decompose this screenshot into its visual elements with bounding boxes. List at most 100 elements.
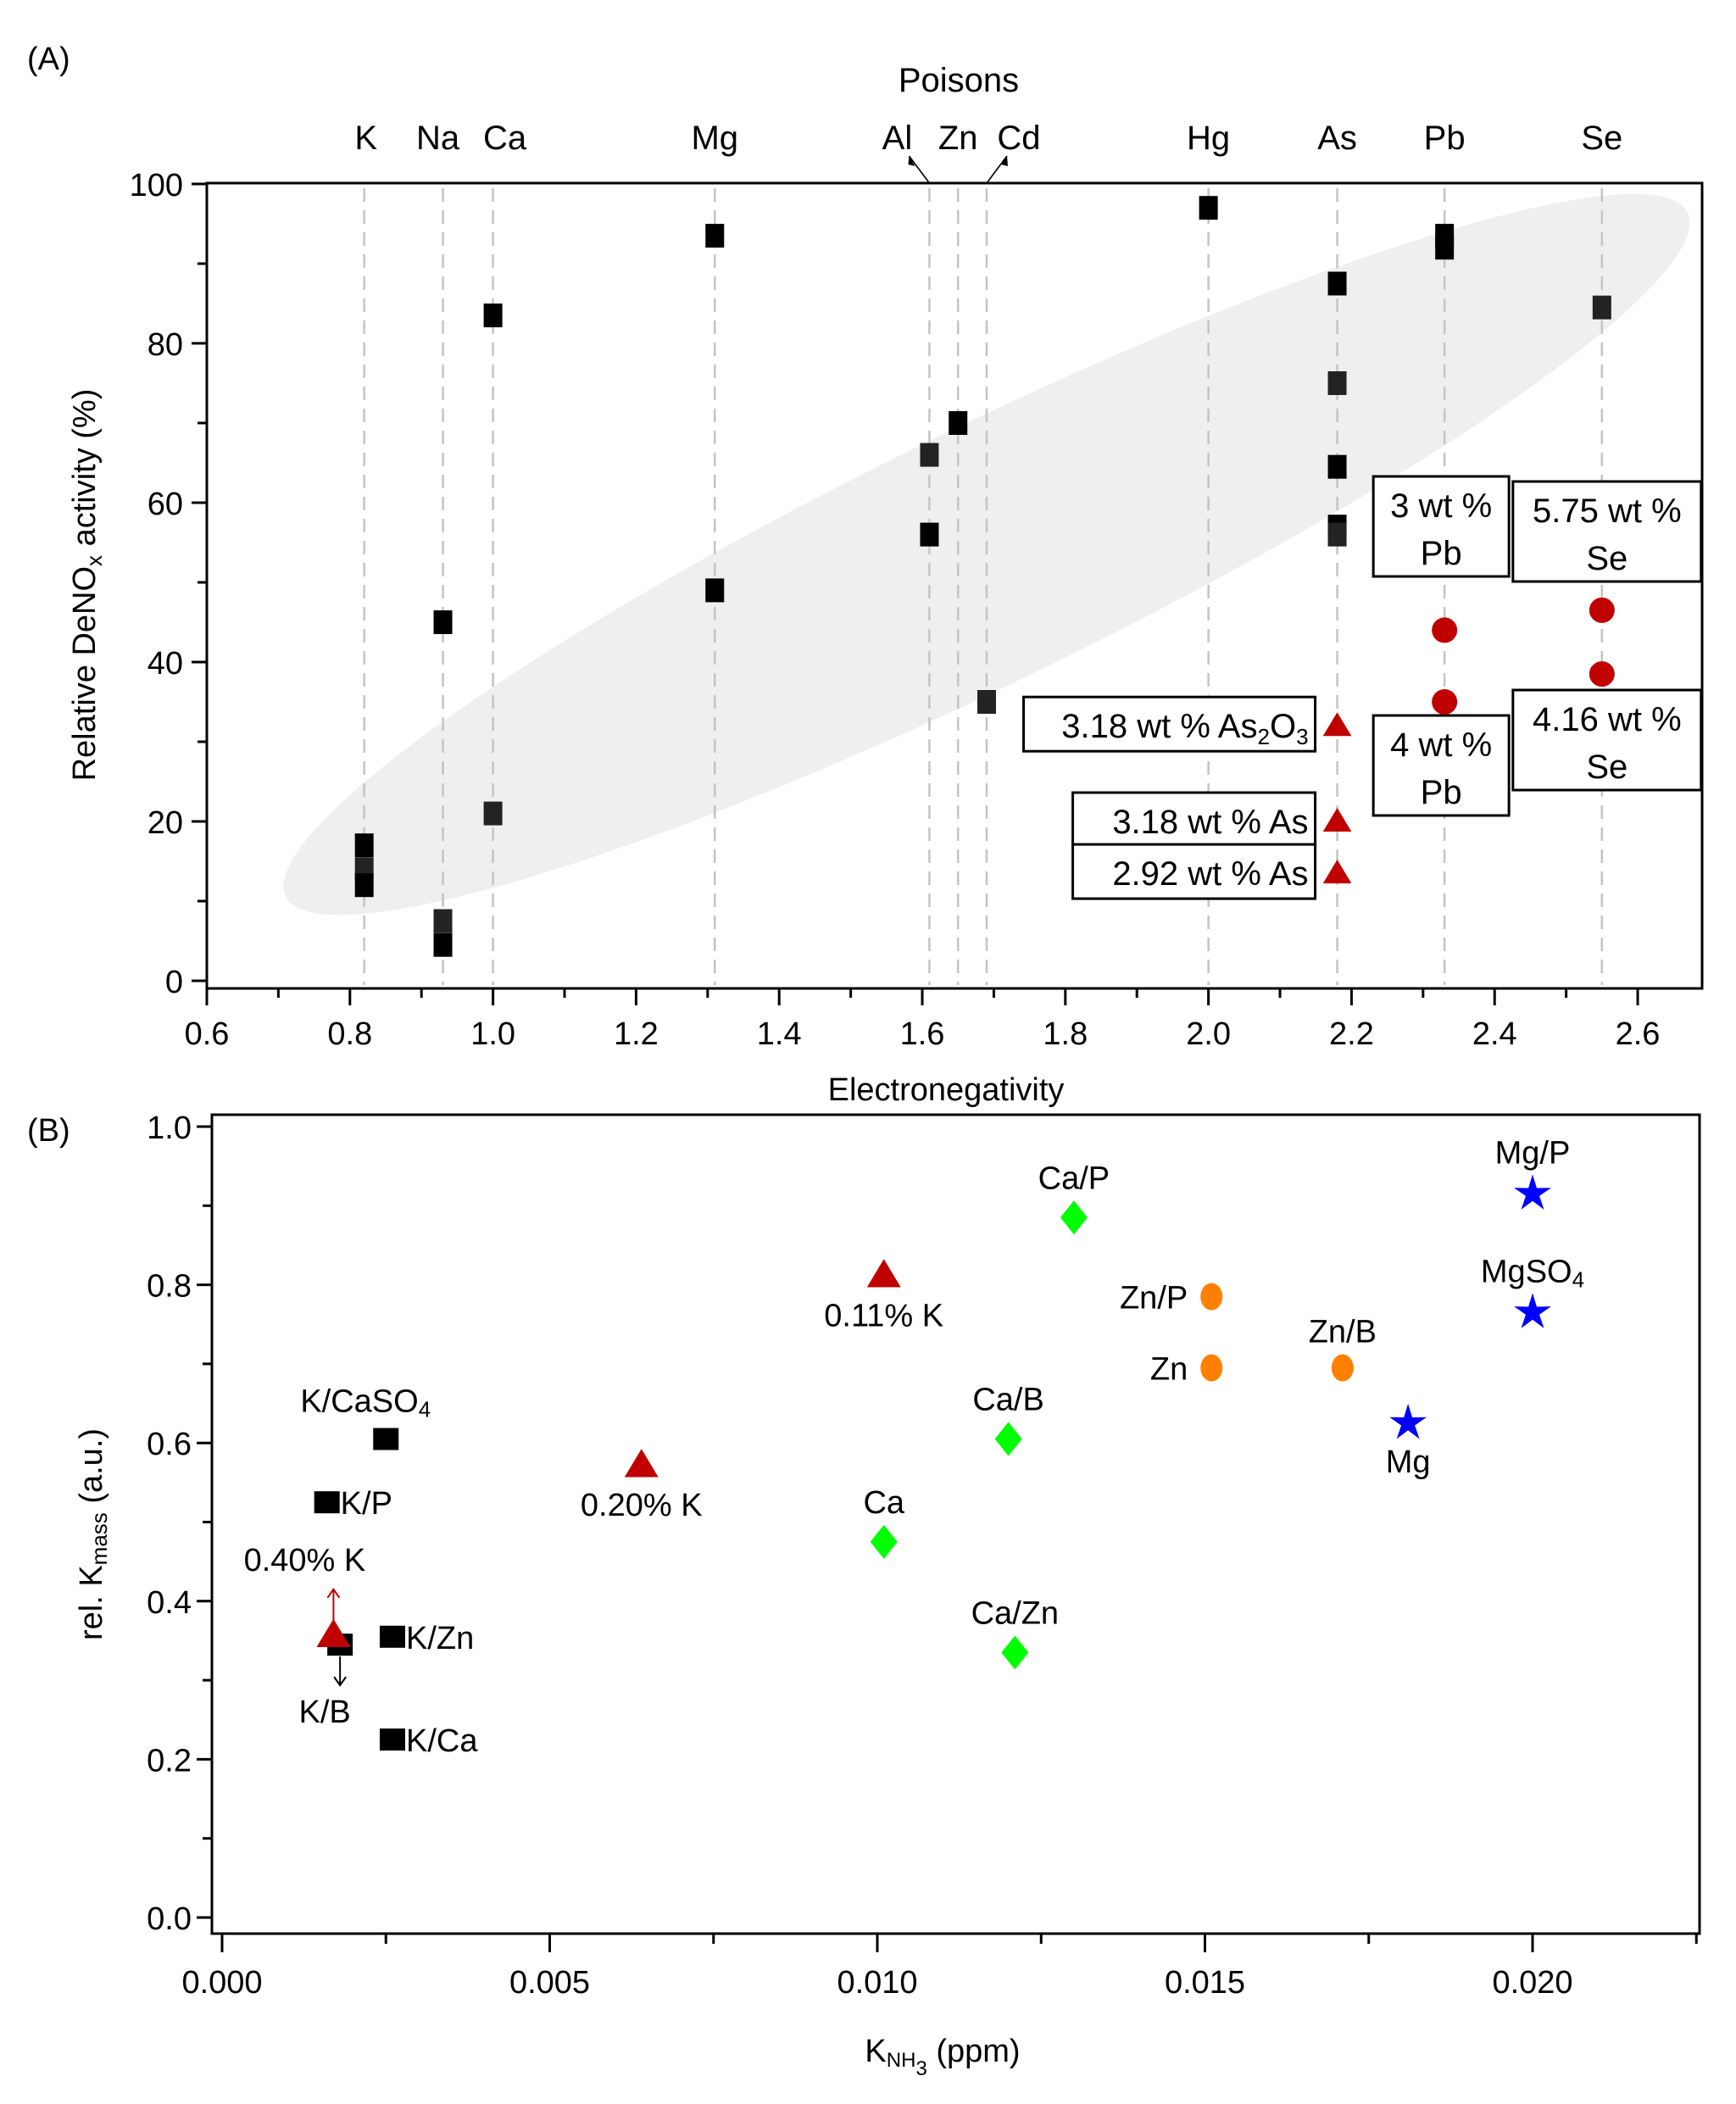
y-tick-label: 0.4 xyxy=(147,1585,192,1621)
x-tick-label: 1.8 xyxy=(1043,1016,1088,1052)
panel-a-xlabel: Electronegativity xyxy=(828,1072,1065,1108)
annotation-line1: 4 wt % xyxy=(1390,726,1492,764)
point-label: K/Ca xyxy=(406,1723,478,1759)
x-tick-label: 1.0 xyxy=(470,1016,515,1052)
data-point-triangle xyxy=(316,1618,351,1648)
data-point-square xyxy=(379,1728,405,1751)
point-label: Mg xyxy=(1386,1444,1431,1480)
point-label: K/B xyxy=(299,1695,351,1730)
data-point-square xyxy=(1592,295,1611,320)
data-point-triangle xyxy=(624,1449,659,1478)
xlabel-tail: (ppm) xyxy=(927,2034,1021,2069)
point-label: K/Zn xyxy=(406,1621,474,1656)
x-tick-label: 1.4 xyxy=(757,1016,802,1052)
x-tick-label: 0.6 xyxy=(185,1016,230,1052)
data-point-circle xyxy=(1200,1354,1223,1382)
point-label-main: Ca/Zn xyxy=(971,1595,1059,1631)
data-point-triangle xyxy=(1322,712,1352,737)
annotation-line2: Pb xyxy=(1421,535,1462,572)
point-label-main: Zn/P xyxy=(1120,1281,1188,1316)
y-tick-label: 0.2 xyxy=(147,1743,192,1778)
x-tick-label: 0.020 xyxy=(1492,1965,1572,2001)
panel-b-point-labels: K/CaSO4 K/P K/B K/Zn K/Ca 0.11% K 0.20% K 0.40%… xyxy=(244,1135,1585,1759)
y-tick-label: 40 xyxy=(147,646,183,682)
y-tick-label: 20 xyxy=(147,805,183,841)
panel-b-ticks: 0.000 0.005 0.010 0.015 0.020 0.0 0.2 0.4 0.6 0.8… xyxy=(147,1110,1698,2001)
x-tick-label: 2.2 xyxy=(1329,1016,1374,1052)
data-point-square xyxy=(949,411,968,435)
x-tick-label: 1.2 xyxy=(614,1016,659,1052)
annotation-line1: 5.75 wt % xyxy=(1533,493,1682,530)
data-point-square xyxy=(920,522,939,547)
data-point-square xyxy=(373,1428,399,1450)
data-point-square xyxy=(379,1625,405,1648)
point-label-main: Mg xyxy=(1386,1444,1431,1480)
element-label-zn: Zn xyxy=(938,120,978,157)
point-label-main: Zn xyxy=(1150,1352,1188,1388)
element-label-al: Al xyxy=(882,120,913,157)
label-main: 3.18 wt % As xyxy=(1061,708,1257,745)
data-point-circle xyxy=(1589,597,1615,623)
annotation-line2: Se xyxy=(1586,749,1628,786)
x-tick-label: 0.005 xyxy=(509,1965,590,2001)
x-tick-label: 1.6 xyxy=(900,1016,945,1052)
point-label-main: 0.20% K xyxy=(581,1488,703,1523)
data-point-diamond xyxy=(994,1422,1022,1456)
point-label: Zn xyxy=(1150,1352,1188,1388)
k040-arrowhead xyxy=(326,1588,341,1599)
label-main: 2.92 wt % As xyxy=(1112,855,1308,893)
data-point-square xyxy=(483,801,503,826)
data-point-square xyxy=(1199,196,1218,220)
data-point-square xyxy=(920,443,939,467)
point-label-main: K/CaSO xyxy=(300,1384,418,1420)
label-mid: O xyxy=(1270,708,1296,745)
panel-a-frame xyxy=(205,181,1704,990)
point-label: 0.40% K xyxy=(244,1543,366,1578)
data-point-triangle xyxy=(1322,808,1352,832)
data-point-diamond xyxy=(1060,1200,1088,1235)
point-label-main: Ca/P xyxy=(1038,1161,1110,1196)
data-point-circle xyxy=(1589,661,1615,687)
element-label-na: Na xyxy=(416,120,460,157)
data-point-triangle xyxy=(1322,860,1352,884)
data-point-triangle xyxy=(866,1259,901,1288)
y-tick-label: 0.8 xyxy=(147,1269,192,1305)
label-main: 3.18 wt % As xyxy=(1112,804,1308,841)
point-label: K/CaSO4 xyxy=(300,1384,431,1422)
annotation-box xyxy=(1372,714,1511,817)
kb-arrowhead xyxy=(333,1676,347,1687)
arrowhead-cd xyxy=(1000,156,1008,166)
point-label: Ca/P xyxy=(1038,1161,1110,1196)
data-point-square xyxy=(1327,454,1347,479)
element-label-hg: Hg xyxy=(1187,120,1230,157)
point-label: K/P xyxy=(341,1486,392,1522)
annotation-line2: Se xyxy=(1586,540,1628,577)
data-point-square xyxy=(1327,371,1347,395)
data-point-circle xyxy=(1331,1354,1354,1382)
arrowhead-al xyxy=(908,156,915,166)
panel-b-label: (B) xyxy=(27,1113,70,1149)
panel-a-ticks: 0.6 0.8 1.0 1.2 1.4 1.6 1.8 2.0 2.2 2.4 2.6 0 20 40 60… xyxy=(130,168,1661,1052)
ylabel-main: rel. K xyxy=(74,1565,109,1640)
element-labels: K Na Ca Mg Al Zn Cd Hg As Pb Se xyxy=(354,120,1622,184)
panel-b-frame xyxy=(210,1113,1701,1935)
as-label-box xyxy=(1071,843,1317,900)
element-label-k: K xyxy=(354,120,377,157)
panel-b-ylabel: rel. Kmass (a.u.) xyxy=(74,1428,112,1640)
data-point-circle xyxy=(1432,689,1458,715)
point-label: Zn/P xyxy=(1120,1281,1188,1316)
element-label-ca: Ca xyxy=(483,120,527,157)
point-label: Ca/Zn xyxy=(971,1595,1059,1631)
annotation-box xyxy=(1511,688,1703,792)
poisons-header: Poisons xyxy=(899,62,1019,99)
x-tick-label: 0.015 xyxy=(1165,1965,1245,2001)
element-label-cd: Cd xyxy=(997,120,1040,157)
ylabel-tail: (a.u.) xyxy=(74,1428,109,1512)
y-tick-label: 0 xyxy=(165,965,183,1000)
point-label-main: 0.11% K xyxy=(824,1298,943,1333)
x-tick-label: 0.8 xyxy=(327,1016,372,1052)
x-tick-label: 2.6 xyxy=(1616,1016,1661,1052)
data-point-square xyxy=(1327,522,1347,547)
